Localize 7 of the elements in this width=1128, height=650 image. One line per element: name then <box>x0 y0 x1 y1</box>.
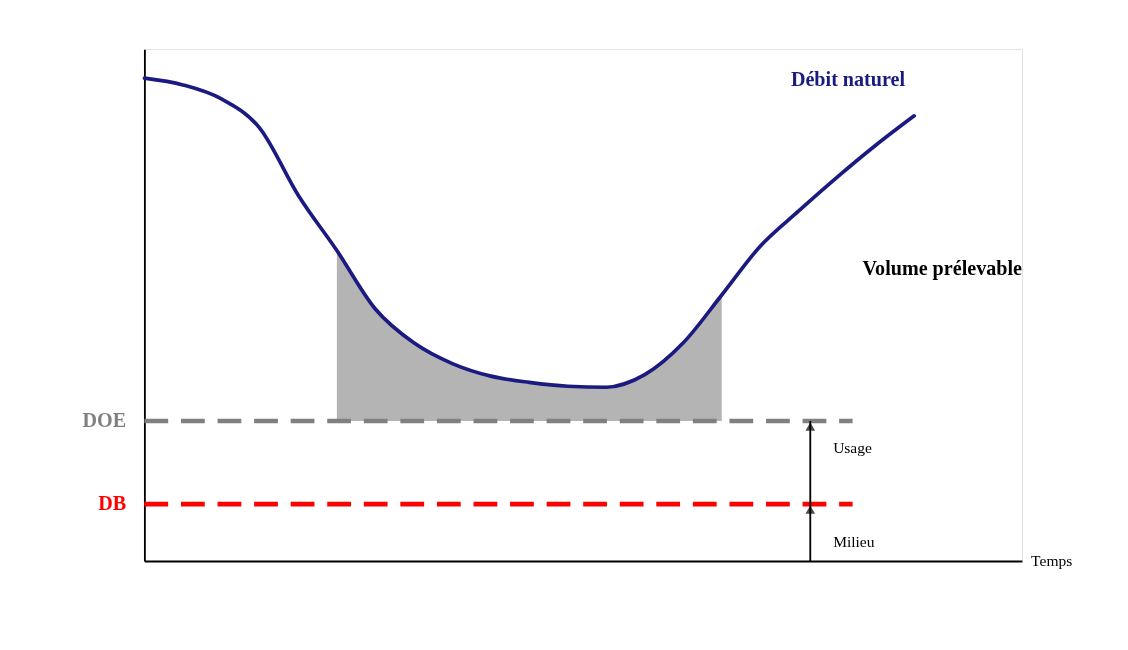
annotation: Milieu <box>833 532 875 550</box>
text: Temps <box>1031 551 1073 569</box>
ref-line-label: DB <box>98 492 127 515</box>
annotation: Débit naturel <box>790 67 906 90</box>
ref-line-label: DOE <box>82 409 127 432</box>
annotation: Usage <box>833 438 873 456</box>
annotation: Volume prélevable <box>862 256 1023 280</box>
